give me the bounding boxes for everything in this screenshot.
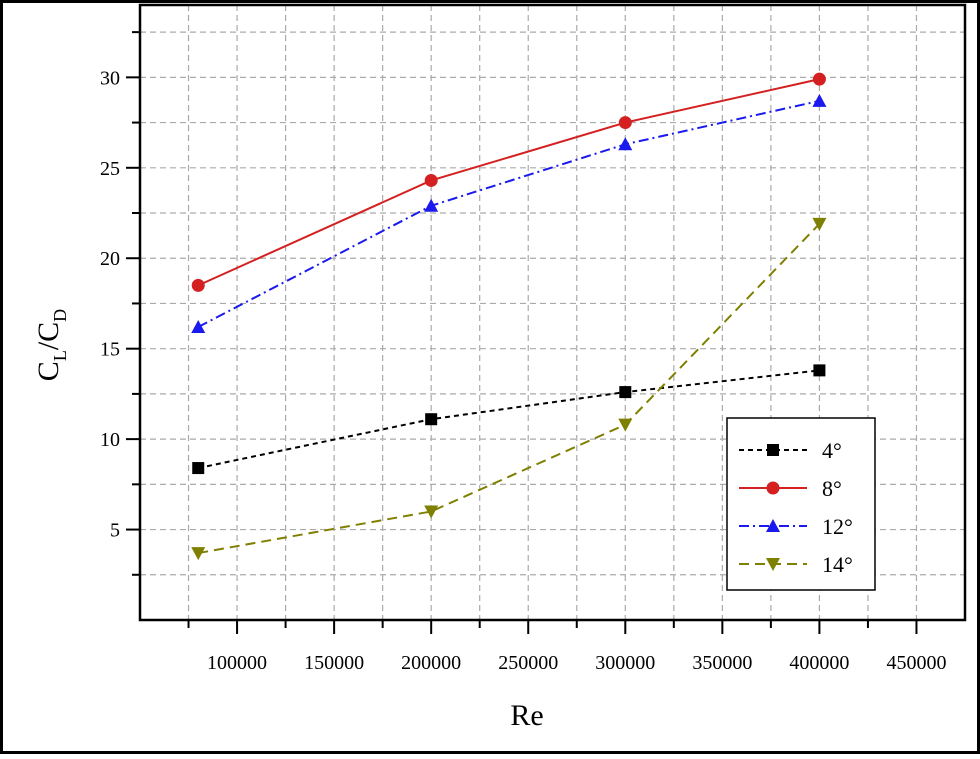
marker bbox=[812, 93, 827, 107]
marker bbox=[618, 116, 632, 130]
y-tick-label: 5 bbox=[110, 520, 120, 542]
legend-label: 8° bbox=[822, 476, 842, 501]
marker bbox=[191, 278, 205, 292]
y-tick-label: 25 bbox=[100, 158, 120, 180]
marker bbox=[424, 505, 439, 519]
y-label-part: C bbox=[32, 361, 65, 381]
legend-label: 4° bbox=[822, 438, 842, 463]
x-tick-label: 200000 bbox=[401, 652, 461, 674]
y-tick-label: 20 bbox=[100, 248, 120, 270]
x-tick-label: 400000 bbox=[789, 652, 849, 674]
plot-frame bbox=[138, 3, 967, 622]
marker bbox=[425, 413, 438, 426]
y-axis-title: CL/CD bbox=[32, 309, 70, 381]
legend-box bbox=[726, 417, 876, 591]
y-label-part: D bbox=[50, 309, 70, 322]
x-tick-label: 250000 bbox=[498, 652, 558, 674]
marker bbox=[812, 72, 826, 86]
marker bbox=[766, 558, 780, 571]
y-tick-label: 10 bbox=[100, 429, 120, 451]
marker bbox=[618, 418, 633, 432]
marker bbox=[766, 519, 780, 532]
marker bbox=[813, 364, 826, 377]
marker bbox=[191, 319, 206, 333]
y-tick-label: 15 bbox=[100, 339, 120, 361]
series-line bbox=[197, 78, 820, 287]
marker bbox=[192, 462, 205, 475]
x-tick-label: 350000 bbox=[692, 652, 752, 674]
series-line bbox=[198, 369, 820, 470]
marker bbox=[619, 386, 632, 399]
series-line bbox=[198, 223, 821, 555]
x-tick-label: 300000 bbox=[595, 652, 655, 674]
x-axis-title: Re bbox=[510, 699, 543, 732]
marker bbox=[766, 481, 780, 495]
marker bbox=[424, 173, 438, 187]
legend-label: 12° bbox=[822, 514, 853, 539]
x-tick-label: 450000 bbox=[886, 652, 946, 674]
legend-label: 14° bbox=[822, 552, 853, 577]
x-tick-label: 100000 bbox=[207, 652, 267, 674]
marker bbox=[618, 137, 633, 151]
marker bbox=[767, 444, 779, 456]
marker bbox=[191, 547, 206, 561]
x-tick-label: 150000 bbox=[304, 652, 364, 674]
y-tick-label: 30 bbox=[100, 67, 120, 89]
y-label-part: /C bbox=[32, 322, 65, 350]
marker bbox=[812, 217, 827, 231]
marker bbox=[424, 198, 439, 212]
series-line bbox=[197, 99, 820, 328]
y-label-part: L bbox=[50, 350, 70, 361]
